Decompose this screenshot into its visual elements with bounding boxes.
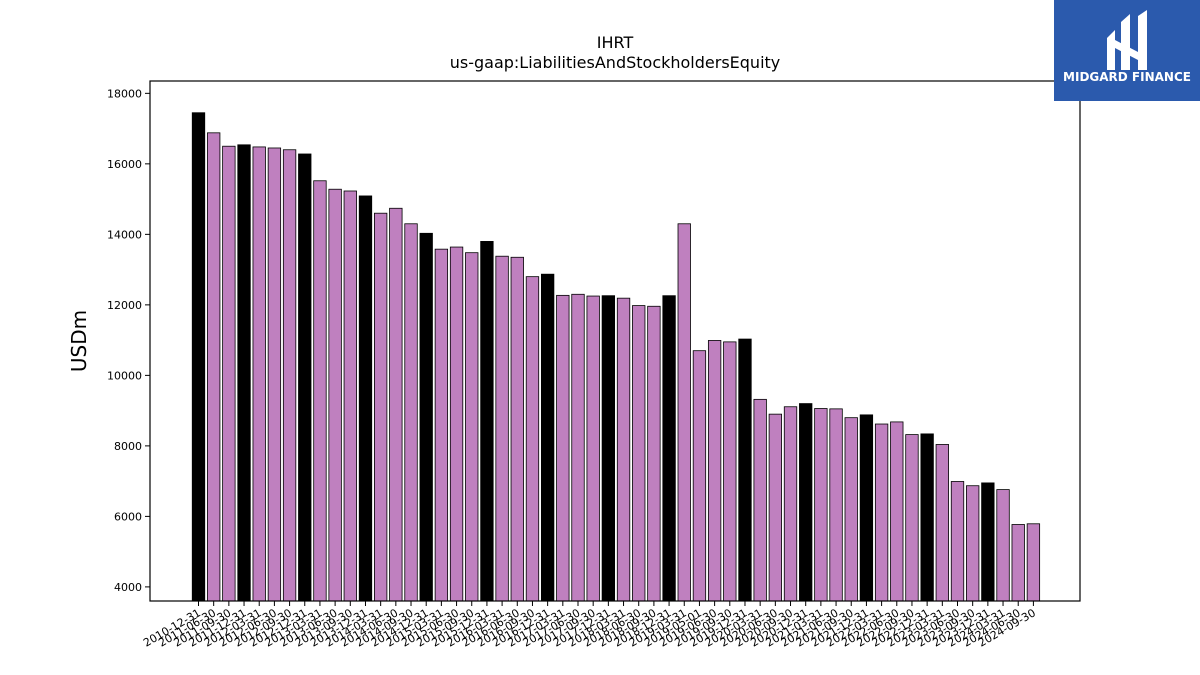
bar-2022-09-30	[905, 434, 919, 602]
bar-2022-12-31	[920, 433, 934, 602]
y-tick-label: 6000	[114, 510, 142, 523]
y-tick-label: 4000	[114, 581, 142, 594]
bar-2016-03-31	[495, 255, 509, 602]
bar-2013-06-30	[328, 188, 342, 602]
chart-title: IHRT	[597, 33, 634, 52]
y-tick-label: 18000	[107, 87, 142, 100]
bar-2017-03-31	[556, 294, 570, 602]
bar-2023-09-30	[966, 485, 980, 602]
bar-2021-09-30	[844, 417, 858, 602]
bar-2022-03-31	[874, 423, 889, 602]
bar-2023-06-30	[950, 481, 965, 602]
bar-2023-03-31	[935, 444, 949, 602]
bar-2011-12-31	[237, 144, 251, 602]
bar-2014-12-31	[419, 232, 433, 602]
bar-2021-06-30	[829, 408, 843, 602]
bar-2020-12-31	[799, 403, 813, 602]
bar-2016-12-31	[540, 273, 555, 602]
bar-2020-09-30	[783, 406, 798, 602]
bar-2019-06-30	[707, 340, 722, 602]
bar-2017-12-31	[601, 295, 616, 602]
bars-layer	[191, 112, 1041, 602]
logo-text: MIDGARD FINANCE	[1063, 70, 1191, 84]
bar-2015-06-30	[449, 246, 464, 602]
bar-2019-12-31	[738, 338, 752, 602]
bar-2020-06-30	[768, 413, 782, 602]
bar-2018-12-31	[662, 295, 676, 602]
y-tick-label: 10000	[107, 369, 142, 382]
bar-2012-09-30	[282, 149, 297, 602]
y-tick-label: 12000	[107, 299, 142, 312]
bar-2022-06-30	[890, 421, 904, 602]
bar-2020-03-31	[753, 398, 767, 602]
bar-2012-12-31	[298, 153, 312, 602]
bar-2011-06-30	[207, 132, 221, 602]
bar-2010-12-31	[191, 112, 206, 602]
y-tick-label: 16000	[107, 158, 142, 171]
bar-2015-12-31	[480, 241, 494, 602]
bar-2024-09-30	[1026, 523, 1041, 602]
bar-2013-09-30	[343, 190, 357, 602]
bar-2015-09-30	[465, 252, 479, 602]
bar-2017-06-30	[571, 293, 585, 602]
bar-2018-03-31	[616, 297, 631, 602]
chart-subtitle: us-gaap:LiabilitiesAndStockholdersEquity	[450, 53, 781, 72]
bar-2021-12-31	[859, 414, 874, 602]
bar-2014-09-30	[404, 223, 418, 602]
bar-2019-05-01	[692, 350, 707, 602]
bar-2019-09-30	[723, 341, 737, 602]
bar-2021-03-31	[814, 408, 828, 602]
y-tick-label: 14000	[107, 228, 142, 241]
bar-2017-09-30	[586, 295, 600, 602]
bar-2013-12-31	[358, 195, 373, 602]
y-axis-label: USDm	[67, 310, 91, 372]
bar-2024-03-31	[996, 489, 1010, 602]
bar-2016-09-30	[525, 276, 540, 602]
bar-2012-06-30	[267, 147, 282, 602]
bar-2024-06-30	[1011, 524, 1025, 602]
x-axis: 2010-12-312011-06-302011-09-302011-12-31…	[141, 601, 1038, 650]
y-tick-label: 8000	[114, 440, 142, 453]
bar-2013-03-31	[313, 180, 327, 602]
bar-2019-03-31	[677, 223, 691, 602]
plot-frame	[149, 80, 1081, 602]
bar-2018-09-30	[647, 305, 661, 602]
bar-2018-06-30	[632, 305, 646, 602]
bar-2012-03-31	[252, 146, 266, 602]
bar-2014-06-30	[389, 207, 403, 602]
y-axis: 4000 6000 8000 10000 12000 14000 16000 18000	[107, 87, 150, 594]
bar-2011-09-30	[222, 145, 236, 602]
bar-2016-06-30	[510, 256, 524, 602]
bar-2015-03-31	[434, 248, 449, 602]
logo: MIDGARD FINANCE	[1054, 0, 1200, 101]
bar-2023-12-31	[981, 482, 995, 602]
logo-mark-icon	[1107, 10, 1147, 70]
bar-2014-03-31	[374, 212, 388, 602]
